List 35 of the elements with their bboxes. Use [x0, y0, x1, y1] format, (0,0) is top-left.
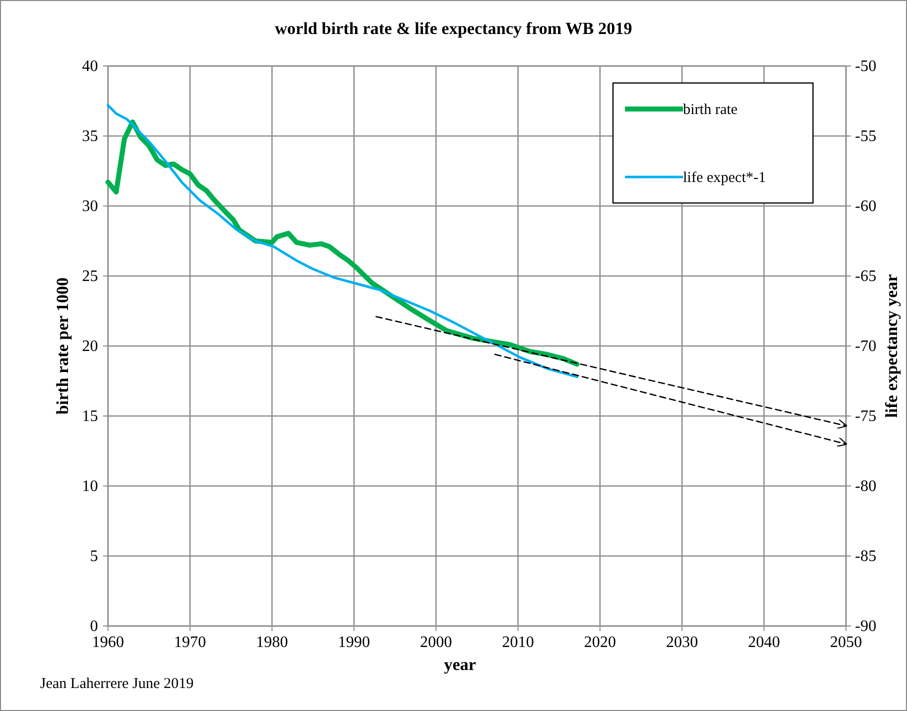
legend-label: birth rate	[683, 102, 738, 118]
x-tick-label: 2000	[420, 634, 452, 651]
x-tick-label: 1980	[256, 634, 288, 651]
x-tick-label: 1970	[174, 634, 206, 651]
y-tick-label: 40	[82, 58, 98, 75]
y2-tick-label: -55	[855, 128, 876, 145]
x-tick-label: 1960	[92, 634, 124, 651]
y-tick-label: 30	[82, 198, 98, 215]
y2-tick-label: -75	[855, 408, 876, 425]
y2-tick-label: -80	[855, 478, 876, 495]
x-tick-label: 1990	[338, 634, 370, 651]
y-tick-label: 5	[90, 548, 98, 565]
x-tick-label: 2050	[830, 634, 862, 651]
y2-axis-title: life expectancy year	[882, 274, 901, 418]
y-tick-label: 15	[82, 408, 98, 425]
x-tick-label: 2020	[584, 634, 616, 651]
legend-label: life expect*-1	[683, 170, 766, 186]
x-axis-title: year	[444, 655, 476, 674]
y-tick-label: 20	[82, 338, 98, 355]
y-axis-title: birth rate per 1000	[53, 277, 72, 415]
y-tick-label: 25	[82, 268, 98, 285]
y2-tick-label: -50	[855, 58, 876, 75]
x-tick-label: 2010	[502, 634, 534, 651]
y2-tick-label: -70	[855, 338, 876, 355]
y-tick-label: 35	[82, 128, 98, 145]
y-tick-label: 0	[90, 618, 98, 635]
y2-tick-label: -85	[855, 548, 876, 565]
y2-tick-label: -90	[855, 618, 876, 635]
y2-tick-label: -60	[855, 198, 876, 215]
text: Jean Laherrere June 2019	[40, 676, 194, 692]
y-tick-label: 10	[82, 478, 98, 495]
x-tick-label: 2030	[666, 634, 698, 651]
x-tick-label: 2040	[748, 634, 780, 651]
y2-tick-label: -65	[855, 268, 876, 285]
chart-title: world birth rate & life expectancy from WB 2019	[274, 19, 632, 38]
